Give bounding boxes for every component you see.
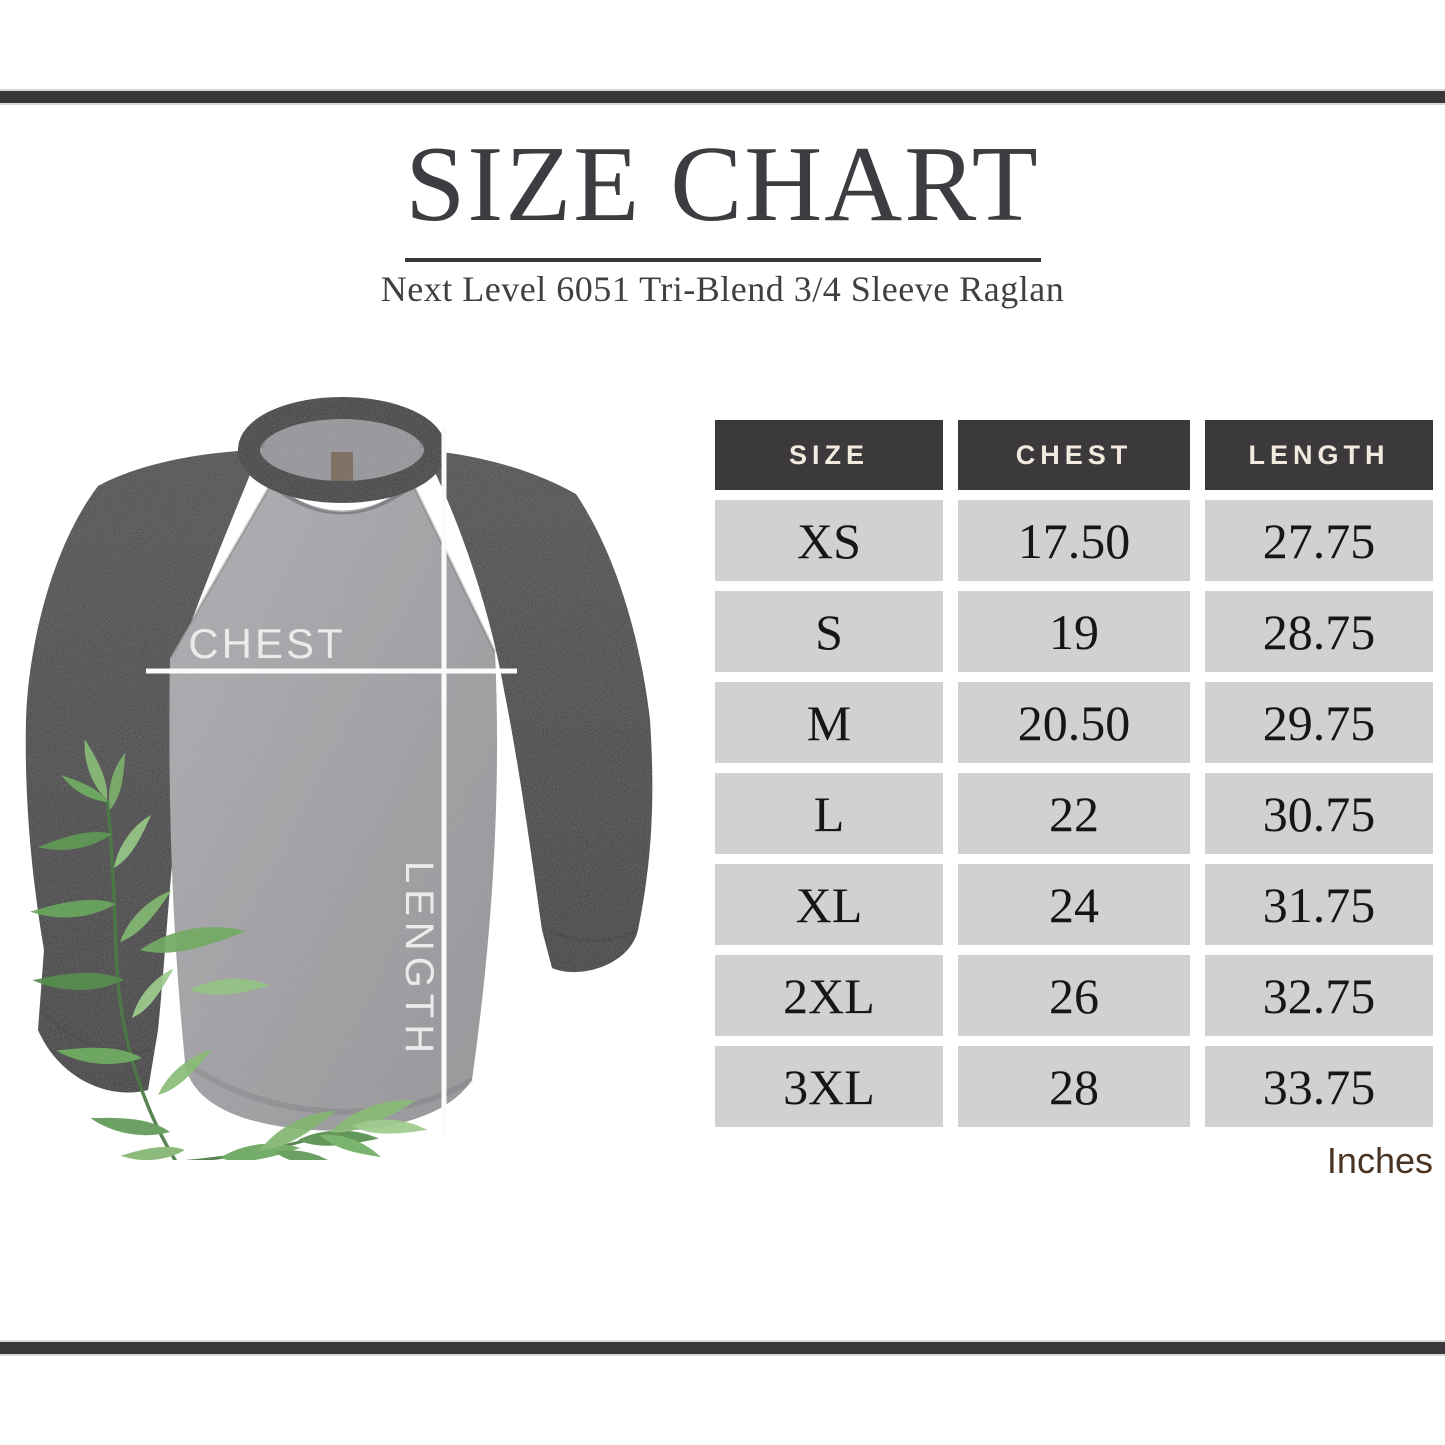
chest-cell: 17.50 <box>958 500 1190 581</box>
bottom-border-bar <box>0 1342 1445 1354</box>
column-header-length: LENGTH <box>1205 420 1433 490</box>
size-cell: L <box>715 773 943 854</box>
chest-cell: 20.50 <box>958 682 1190 763</box>
length-cell: 30.75 <box>1205 773 1433 854</box>
length-cell: 31.75 <box>1205 864 1433 945</box>
product-image: CHEST LENGTH <box>20 390 680 1160</box>
size-table: SIZE CHEST LENGTH XS 17.50 27.75 S 19 28… <box>715 420 1433 1127</box>
length-cell: 33.75 <box>1205 1046 1433 1127</box>
length-measure-label: LENGTH <box>397 861 441 1059</box>
shirt-body <box>169 482 498 1131</box>
length-cell: 28.75 <box>1205 591 1433 672</box>
chest-measure-label: CHEST <box>188 620 345 667</box>
garment-shape <box>25 397 653 1131</box>
left-raglan-seam <box>168 481 274 659</box>
left-cuff-seam <box>38 1008 153 1054</box>
column-header-size: SIZE <box>715 420 943 490</box>
page-title: SIZE CHART <box>405 125 1040 244</box>
raglan-shirt-illustration: CHEST LENGTH <box>25 397 653 1160</box>
size-cell: M <box>715 682 943 763</box>
unit-label: Inches <box>1326 1140 1433 1181</box>
neckline-seam <box>268 482 416 515</box>
length-cell: 29.75 <box>1205 682 1433 763</box>
length-cell: 32.75 <box>1205 955 1433 1036</box>
collar-inside-back <box>260 417 424 483</box>
chest-cell: 22 <box>958 773 1190 854</box>
size-cell: S <box>715 591 943 672</box>
right-cuff-seam <box>549 928 637 942</box>
collar-band <box>238 397 446 503</box>
chest-cell: 28 <box>958 1046 1190 1127</box>
chest-cell: 26 <box>958 955 1190 1036</box>
length-cell: 27.75 <box>1205 500 1433 581</box>
top-border-bar <box>0 91 1445 103</box>
size-cell: XL <box>715 864 943 945</box>
chest-cell: 19 <box>958 591 1190 672</box>
left-sleeve <box>25 450 260 1093</box>
chest-cell: 24 <box>958 864 1190 945</box>
size-cell: 2XL <box>715 955 943 1036</box>
title-underline <box>404 258 1041 262</box>
size-cell: 3XL <box>715 1046 943 1127</box>
size-cell: XS <box>715 500 943 581</box>
greenery-watercolor-branch <box>29 737 428 1160</box>
column-header-chest: CHEST <box>958 420 1190 490</box>
right-raglan-seam <box>410 481 497 653</box>
page-subtitle: Next Level 6051 Tri-Blend 3/4 Sleeve Rag… <box>380 269 1065 309</box>
right-sleeve <box>424 450 653 973</box>
